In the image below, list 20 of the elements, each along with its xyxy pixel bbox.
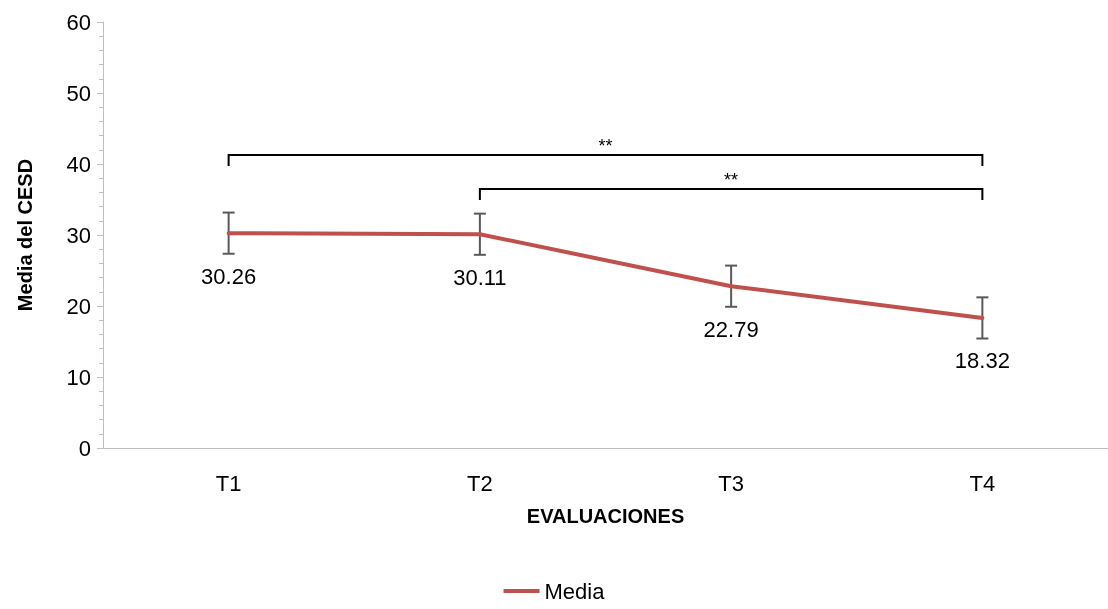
data-label: 18.32 [954, 348, 1010, 374]
data-label: 30.26 [201, 263, 257, 289]
x-tick-label: T4 [969, 470, 996, 496]
y-axis-title: Media del CESD [14, 158, 36, 312]
y-tick-label: 60 [66, 9, 91, 35]
y-tick-label: 10 [66, 364, 91, 390]
data-label: 30.11 [453, 264, 507, 290]
annotation: ** [598, 136, 613, 156]
x-axis-title: EVALUACIONES [526, 505, 685, 527]
y-tick-label: 40 [66, 151, 91, 177]
y-tick-label: 0 [78, 435, 91, 461]
annotation: ** [724, 170, 739, 190]
x-tick-label: T3 [718, 470, 744, 496]
legend-label: Media [544, 578, 606, 604]
x-tick-label: T2 [467, 470, 493, 496]
y-tick-label: 50 [66, 80, 91, 106]
y-tick-label: 30 [66, 222, 91, 248]
x-tick-label: T1 [215, 470, 242, 496]
y-tick-label: 20 [66, 293, 91, 319]
data-label: 22.79 [703, 316, 759, 342]
